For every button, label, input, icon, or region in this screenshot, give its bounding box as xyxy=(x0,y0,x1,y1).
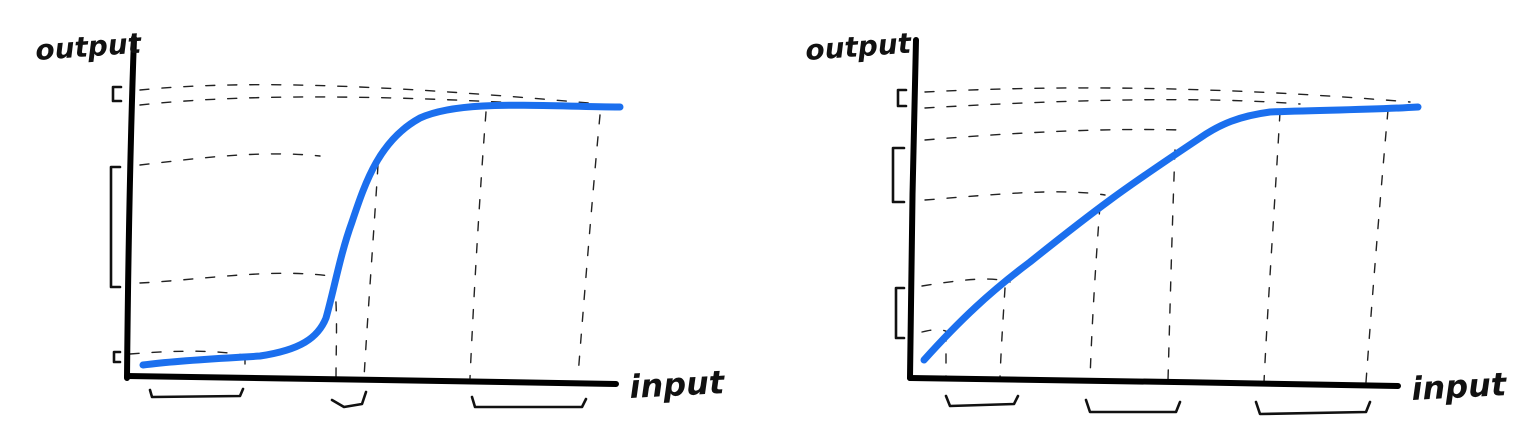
guide-line xyxy=(924,98,1301,109)
x-bracket xyxy=(1254,400,1372,416)
x-axis xyxy=(124,373,619,387)
y-bracket xyxy=(111,85,123,103)
guide-line xyxy=(469,111,487,379)
guide-line xyxy=(577,114,601,377)
guide-line xyxy=(999,287,1006,379)
guide-line xyxy=(139,153,321,166)
y-bracket xyxy=(112,350,122,364)
x-bracket xyxy=(1084,398,1182,414)
guide-line xyxy=(1263,111,1281,383)
y-axis-label: output xyxy=(34,27,144,67)
guide-line xyxy=(139,272,331,284)
y-bracket xyxy=(894,286,906,340)
y-axis xyxy=(907,37,919,381)
guide-line xyxy=(139,96,601,109)
guide-line xyxy=(924,128,1181,141)
x-bracket xyxy=(330,390,368,409)
x-axis xyxy=(907,375,1401,389)
x-bracket xyxy=(944,394,1020,408)
x-axis-label: input xyxy=(1410,365,1508,408)
y-bracket xyxy=(109,165,122,289)
guide-line xyxy=(921,278,1011,287)
guide-line xyxy=(924,191,1106,201)
y-bracket xyxy=(891,146,906,204)
guide-line xyxy=(921,329,949,333)
y-bracket xyxy=(896,88,908,108)
guide-line xyxy=(129,350,249,357)
guide-line xyxy=(363,164,379,379)
transfer-curve xyxy=(920,103,1422,364)
guide-line xyxy=(139,84,601,105)
right-panel: output input xyxy=(804,27,1509,416)
left-panel: output input xyxy=(34,27,727,409)
x-bracket xyxy=(148,387,245,399)
x-bracket xyxy=(470,395,588,409)
guide-line xyxy=(1365,109,1389,383)
x-axis-label: input xyxy=(628,363,726,406)
y-axis-label: output xyxy=(804,27,914,67)
guide-line xyxy=(1089,204,1101,381)
guide-line xyxy=(1167,149,1176,381)
transfer-curve xyxy=(139,101,624,369)
y-axis xyxy=(124,35,137,381)
